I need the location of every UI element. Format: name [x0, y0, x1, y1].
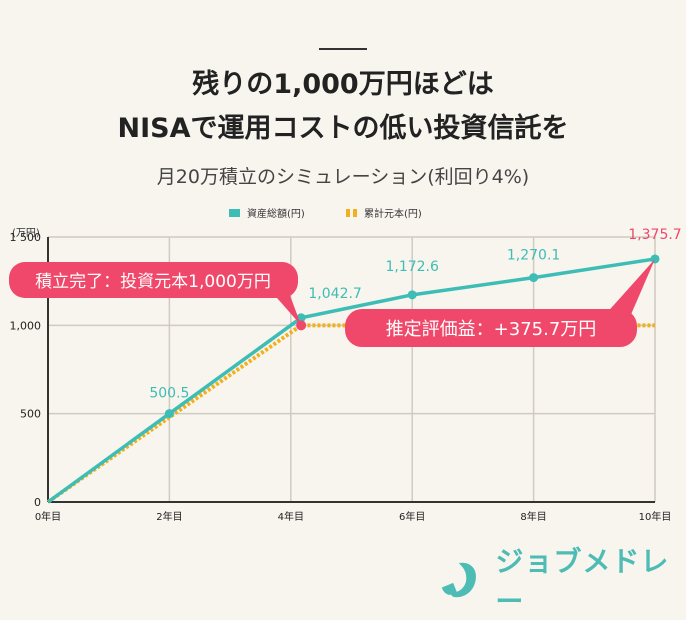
data-point — [529, 273, 539, 283]
callout-text: 推定評価益：+375.7万円 — [386, 319, 597, 340]
x-tick-label: 0年目 — [35, 510, 61, 523]
chart-subtitle: 月20万積立のシミュレーション(利回り4%) — [156, 166, 530, 188]
page-title-line2: NISAで運用コストの低い投資信託を — [117, 113, 569, 144]
x-tick-label: 10年目 — [639, 510, 672, 523]
chart-series — [46, 254, 660, 504]
legend-item-total-assets: 資産総額(円) — [229, 205, 305, 220]
jobmedley-logo-icon — [441, 562, 476, 598]
legend-label: 累計元本(円) — [364, 209, 422, 220]
callout-principal-complete — [9, 262, 298, 298]
data-label: 1,172.6 — [385, 259, 439, 275]
highlight-point — [296, 320, 307, 331]
y-tick-label: 1,000 — [10, 319, 42, 332]
legend-swatch-gold-dotted — [346, 208, 357, 217]
data-label: 1,042.7 — [308, 286, 361, 302]
page-title-line1: 残りの1,000万円ほどは — [192, 69, 494, 100]
y-tick-label: 500 — [20, 408, 41, 421]
data-point — [407, 290, 417, 300]
data-label: 1,375.7 — [628, 227, 681, 243]
series-principal-line — [46, 323, 655, 504]
data-labels: 500.5 1,042.7 1,172.6 1,270.1 1,375.7 — [149, 227, 681, 402]
title-divider — [319, 48, 367, 50]
x-tick-label: 6年目 — [399, 510, 425, 523]
legend-item-principal: 累計元本(円) — [346, 205, 422, 220]
y-tick-label: 0 — [34, 496, 41, 509]
callout-estimated-gain — [345, 309, 637, 347]
x-tick-label: 8年目 — [520, 510, 546, 523]
x-tick-label: 4年目 — [278, 510, 304, 523]
y-tick-label: 1 500 — [10, 231, 42, 244]
callout-text: 積立完了：投資元本1,000万円 — [35, 272, 271, 292]
data-label: 500.5 — [149, 386, 189, 402]
y-axis-unit: (万円) — [12, 228, 40, 239]
x-tick-label: 2年目 — [156, 510, 182, 523]
line-chart: 0 500 1,000 1 500 0年目 2年目 4年目 6年目 8年目 10年目 500.5 1… — [9, 227, 682, 523]
data-point — [164, 409, 174, 419]
data-label: 1,270.1 — [507, 248, 560, 264]
series-total-assets-line — [46, 257, 656, 504]
axis-tick-labels: 0 500 1,000 1 500 0年目 2年目 4年目 6年目 8年目 10年目 — [10, 231, 672, 523]
legend-label: 資産総額(円) — [247, 209, 305, 220]
legend-swatch-teal — [229, 208, 240, 217]
brand-logo: ジョブメドレー — [440, 540, 686, 620]
logo-text: ジョブメドレー — [495, 545, 670, 618]
